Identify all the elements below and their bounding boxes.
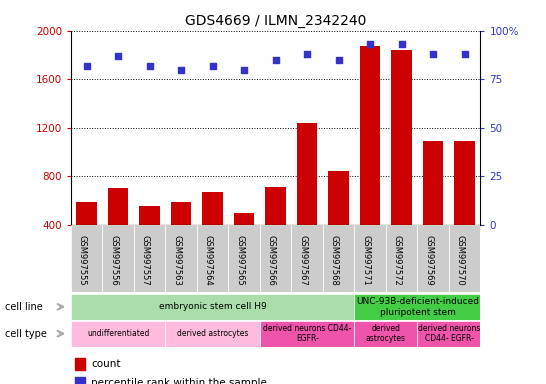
Bar (108, 188, 128, 273)
Bar (197, 225, 228, 292)
Bar (228, 225, 260, 292)
Text: undifferentiated: undifferentiated (87, 329, 150, 338)
Bar (103, 225, 134, 292)
Point (271, 57, 280, 63)
Bar (329, 171, 349, 273)
Text: embryonic stem cell H9: embryonic stem cell H9 (159, 302, 266, 311)
Bar (323, 225, 354, 292)
Bar (171, 202, 192, 273)
Bar (354, 294, 480, 320)
Text: derived astrocytes: derived astrocytes (177, 329, 248, 338)
Point (366, 41, 375, 47)
Bar (454, 141, 475, 273)
Point (460, 51, 469, 57)
Bar (423, 141, 443, 273)
Bar (76, 202, 97, 273)
Bar (165, 321, 260, 347)
Text: derived
astrocytes: derived astrocytes (366, 324, 406, 343)
Bar (297, 123, 317, 273)
Bar (292, 225, 323, 292)
Bar (71, 321, 165, 347)
Point (177, 66, 186, 73)
Text: GSM997567: GSM997567 (298, 235, 307, 286)
Text: percentile rank within the sample: percentile rank within the sample (92, 378, 268, 384)
Bar (391, 50, 412, 273)
Bar (418, 225, 449, 292)
Title: GDS4669 / ILMN_2342240: GDS4669 / ILMN_2342240 (185, 14, 366, 28)
Bar (360, 46, 381, 273)
Text: GSM997572: GSM997572 (393, 235, 402, 285)
Text: GSM997565: GSM997565 (235, 235, 244, 285)
Point (145, 63, 154, 69)
Bar (75, 377, 85, 384)
Text: GSM997556: GSM997556 (109, 235, 118, 285)
Bar (386, 225, 418, 292)
Text: GSM997566: GSM997566 (267, 235, 276, 286)
Point (429, 51, 437, 57)
Point (240, 66, 248, 73)
Bar (354, 225, 386, 292)
Text: cell line: cell line (5, 302, 43, 312)
Bar (354, 321, 418, 347)
Text: derived neurons
CD44- EGFR-: derived neurons CD44- EGFR- (418, 324, 480, 343)
Text: UNC-93B-deficient-induced
pluripotent stem: UNC-93B-deficient-induced pluripotent st… (356, 297, 479, 316)
Text: GSM997555: GSM997555 (78, 235, 87, 285)
Bar (71, 294, 354, 320)
Point (397, 41, 406, 47)
Bar (265, 187, 286, 273)
Bar (203, 192, 223, 273)
Text: GSM997564: GSM997564 (204, 235, 213, 285)
Text: cell type: cell type (5, 329, 48, 339)
Text: GSM997571: GSM997571 (361, 235, 370, 285)
Bar (234, 213, 254, 273)
Point (209, 63, 217, 69)
Text: GSM997570: GSM997570 (456, 235, 465, 285)
Bar (134, 225, 165, 292)
Text: GSM997563: GSM997563 (172, 235, 181, 286)
Bar (260, 225, 292, 292)
Text: derived neurons CD44-
EGFR-: derived neurons CD44- EGFR- (263, 324, 352, 343)
Point (303, 51, 312, 57)
Bar (71, 225, 103, 292)
Bar (165, 225, 197, 292)
Bar (418, 321, 480, 347)
Bar (75, 358, 85, 370)
Point (334, 57, 343, 63)
Bar (139, 206, 160, 273)
Text: count: count (92, 359, 121, 369)
Bar (449, 225, 480, 292)
Point (82, 63, 91, 69)
Text: GSM997557: GSM997557 (141, 235, 150, 285)
Bar (260, 321, 354, 347)
Text: GSM997568: GSM997568 (330, 235, 339, 286)
Point (114, 53, 123, 59)
Text: GSM997569: GSM997569 (424, 235, 433, 285)
